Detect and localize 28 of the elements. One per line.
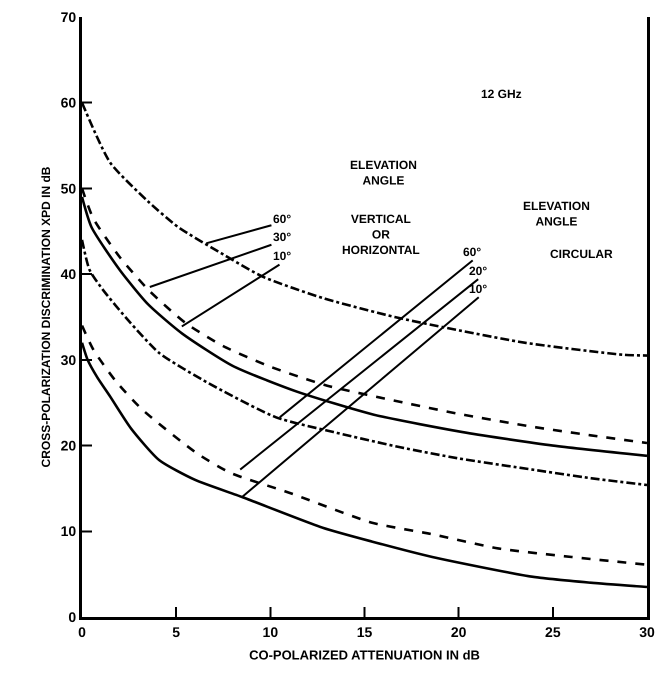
- x-tick-label: 10: [262, 624, 278, 640]
- x-axis-title: CO-POLARIZED ATTENUATION IN dB: [249, 647, 480, 662]
- y-tick-label: 40: [60, 266, 76, 282]
- annotation: ELEVATION ANGLE: [350, 158, 417, 188]
- annotation: CIRCULAR: [550, 247, 613, 261]
- annotation: ELEVATION ANGLE: [523, 199, 590, 229]
- y-axis-title: CROSS-POLARIZATION DISCRIMINATION XPD IN dB: [38, 166, 53, 468]
- x-tick-label: 25: [545, 624, 561, 640]
- y-tick-label: 30: [60, 352, 76, 368]
- y-tick-label: 50: [60, 180, 76, 196]
- y-tick-label: 60: [60, 94, 76, 111]
- x-tick-label: 20: [450, 624, 467, 640]
- x-tick-label: 5: [172, 624, 180, 640]
- x-tick-label: 15: [356, 624, 372, 640]
- annotation: 60°: [463, 245, 482, 259]
- annotation: 60°: [273, 212, 292, 226]
- annotation: 12 GHz: [481, 87, 522, 101]
- annotation: VERTICAL OR HORIZONTAL: [342, 212, 420, 258]
- y-tick-label: 20: [60, 437, 76, 454]
- annotation: 10°: [273, 249, 292, 263]
- y-tick-label: 10: [60, 523, 76, 540]
- y-tick-label: 70: [60, 8, 76, 25]
- annotation: 10°: [469, 282, 488, 296]
- x-tick-label: 30: [639, 624, 655, 640]
- annotation: 30°: [273, 230, 292, 244]
- x-tick-label: 0: [78, 624, 86, 640]
- y-tick-label: 0: [68, 608, 76, 625]
- annotation: 20°: [469, 264, 488, 278]
